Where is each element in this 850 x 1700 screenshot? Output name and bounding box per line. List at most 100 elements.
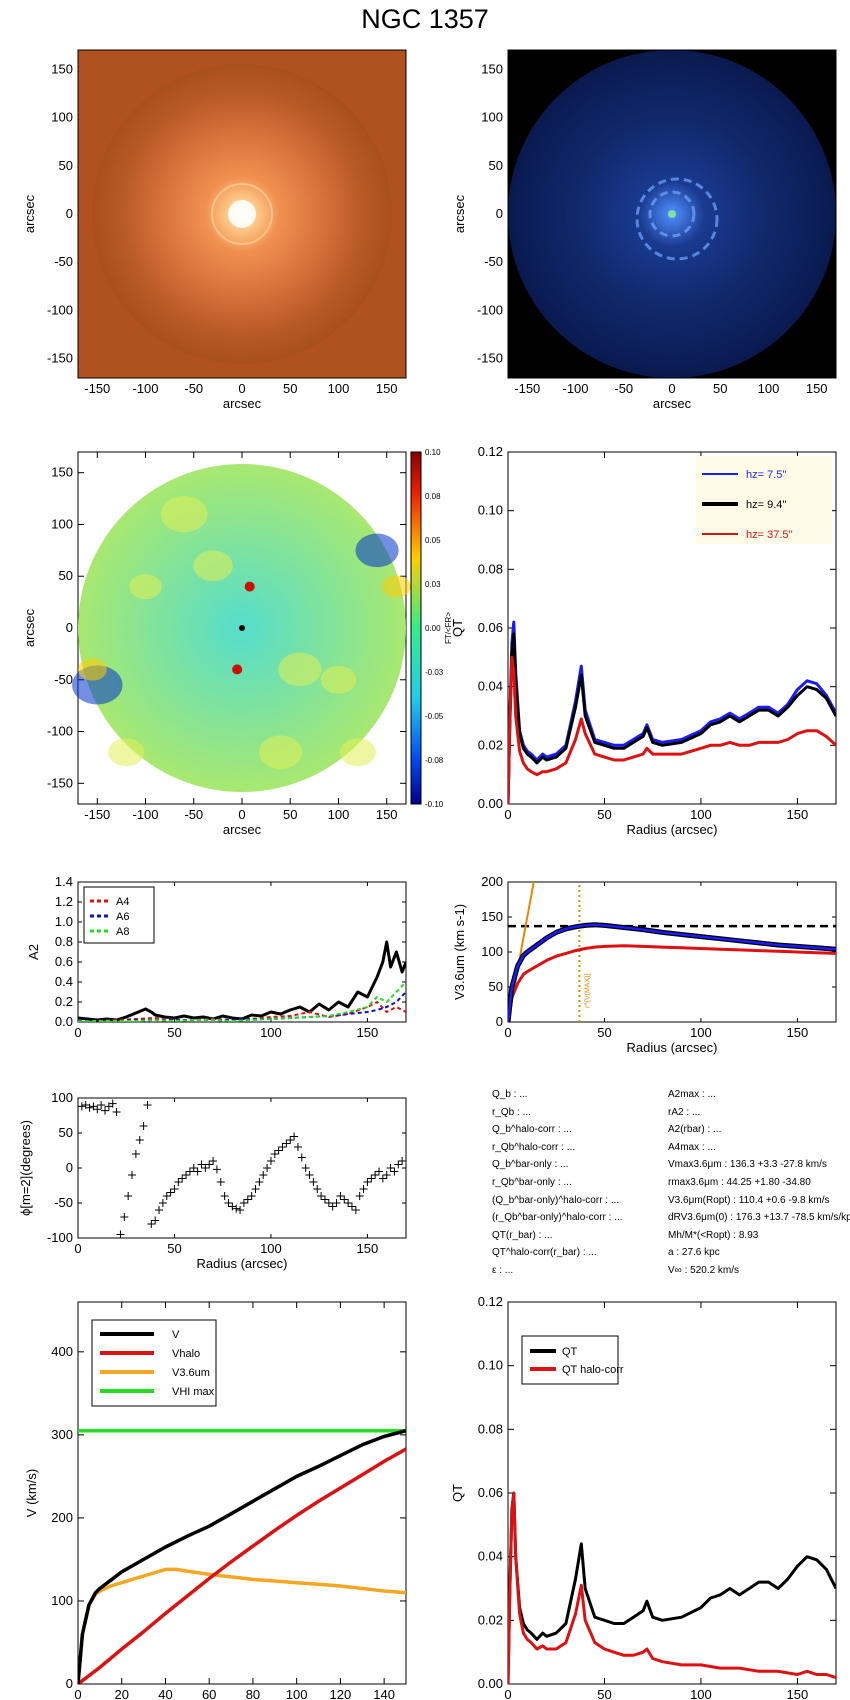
phase-point — [382, 1171, 391, 1179]
phase-point — [374, 1167, 383, 1176]
phase-point — [108, 1099, 117, 1108]
torque-blob — [278, 652, 322, 687]
phase-point — [185, 1167, 194, 1176]
phase-point — [155, 1206, 164, 1214]
p2-xtick-label: 150 — [806, 381, 828, 396]
v-line-blue — [508, 923, 836, 1022]
p9-xtick-label: 50 — [597, 1687, 611, 1700]
phase-point — [305, 1171, 314, 1179]
phase-point — [386, 1164, 395, 1172]
p6-ytick-label: 150 — [481, 909, 503, 924]
info-line: V3.6μm(Ropt) : 110.4 +0.6 -9.8 km/s — [668, 1194, 830, 1206]
legend-label: A6 — [116, 911, 129, 923]
p3-panel: -150 -100 -50 0 50 100 150 -150 -100 -50 0 50 100 150… — [22, 448, 453, 837]
colorbar-tick-label: 0.00 — [425, 624, 441, 633]
phase-point — [247, 1192, 256, 1200]
p2-ytick-label: -100 — [477, 302, 503, 317]
colorbar — [410, 451, 422, 805]
legend-label: QT halo-corr — [562, 1364, 624, 1376]
p2-xtick-label: -50 — [614, 381, 633, 396]
phase-point — [139, 1122, 148, 1130]
p9-xtick-label: 100 — [690, 1687, 712, 1700]
phase-point — [205, 1160, 214, 1169]
phase-point — [112, 1108, 121, 1116]
p5-ytick-label: 0.0 — [55, 1014, 73, 1029]
qt-series-line — [508, 655, 836, 804]
p8-plot-area — [78, 1428, 406, 1684]
p9-ytick-label: 0.04 — [478, 1549, 503, 1564]
torque-blob — [381, 575, 411, 598]
phase-point — [143, 1101, 152, 1109]
phase-point — [293, 1143, 302, 1151]
info-line: r_Qb^halo-corr : ... — [492, 1141, 576, 1153]
phase-point — [301, 1164, 310, 1172]
p4-plot-area — [508, 620, 836, 804]
p3-xtick-label: -50 — [184, 807, 203, 822]
p9-xtick-label: 0 — [504, 1687, 511, 1700]
p8-ytick-label: 400 — [51, 1344, 73, 1359]
torque-blob — [193, 550, 233, 582]
phase-point — [324, 1199, 333, 1207]
phase-point — [224, 1199, 233, 1207]
p4-ytick-label: 0.06 — [478, 620, 503, 635]
p5-frame — [77, 881, 407, 1023]
phase-point — [147, 1220, 156, 1228]
qt-series-line — [508, 620, 836, 804]
colorbar-tick-label: 0.05 — [425, 536, 441, 545]
torque-blob — [339, 738, 376, 767]
phase-point — [158, 1199, 167, 1207]
p7-xtick-label: 0 — [74, 1241, 81, 1256]
p8-xtick-label: 60 — [202, 1687, 216, 1700]
p2-ytick-label: -150 — [477, 351, 503, 366]
amplitude-line — [78, 981, 406, 1022]
phase-point — [162, 1192, 171, 1200]
phase-point — [77, 1102, 86, 1111]
colorbar-tick-label: -0.08 — [425, 756, 444, 765]
p1-xtick-label: 50 — [283, 381, 297, 396]
p7-ytick-label: 0 — [66, 1160, 73, 1175]
torque-center — [239, 625, 245, 631]
p8-xtick-label: 120 — [330, 1687, 352, 1700]
p7-ytick-label: -100 — [47, 1230, 73, 1245]
phase-point — [124, 1192, 133, 1200]
p8-ytick-label: 200 — [51, 1510, 73, 1525]
p9-ytick-label: 0.06 — [478, 1485, 503, 1500]
figure-title: NGC 1357 — [361, 4, 489, 34]
galaxy-core — [228, 200, 256, 228]
p5-ytick-label: 0.6 — [55, 954, 73, 969]
p5-xtick-label: 100 — [260, 1025, 282, 1040]
qt-corr-line — [508, 1491, 836, 1684]
p6-ytick-label: 100 — [481, 944, 503, 959]
p5-xtick-label: 150 — [357, 1025, 379, 1040]
phase-point — [236, 1206, 245, 1214]
p1-ytick-label: -100 — [47, 302, 73, 317]
torque-blob — [320, 665, 357, 694]
p1-xtick-label: 100 — [328, 381, 350, 396]
p4-panel: 0 50 100 150 0.00 0.02 0.04 0.06 0.08 0.10 0.12 Rad… — [450, 444, 837, 837]
phase-point — [266, 1157, 275, 1165]
p4-xtick-label: 100 — [690, 807, 712, 822]
phase-point — [367, 1174, 376, 1183]
phase-point — [297, 1153, 306, 1162]
p6-panel: 0 50 100 150 0 50 100 150 200 Radius (arcsec) V3.6… — [452, 874, 837, 1055]
p8-ytick-label: 100 — [51, 1593, 73, 1608]
phase-point — [120, 1213, 129, 1221]
p3-xtick-label: 100 — [328, 807, 350, 822]
p6-ytick-label: 50 — [489, 979, 503, 994]
info-line: A2max : ... — [668, 1089, 716, 1100]
phase-point — [394, 1160, 403, 1169]
legend-label: VHI max — [172, 1386, 215, 1398]
p1-ytick-label: 0 — [66, 206, 73, 221]
p1-ytick-label: 150 — [51, 61, 73, 76]
phase-point — [320, 1195, 329, 1204]
amplitude-line — [78, 940, 406, 1022]
p7-xtick-label: 150 — [357, 1241, 379, 1256]
info-line: (Q_b^bar-only)^halo-corr : ... — [492, 1194, 620, 1206]
phase-point — [93, 1105, 102, 1114]
legend-box — [696, 456, 832, 544]
info-line: A4max : ... — [668, 1141, 716, 1153]
phase-point — [274, 1146, 283, 1155]
phase-point — [193, 1167, 202, 1176]
p2-xtick-label: 50 — [713, 381, 727, 396]
velocity-line — [78, 1567, 406, 1684]
